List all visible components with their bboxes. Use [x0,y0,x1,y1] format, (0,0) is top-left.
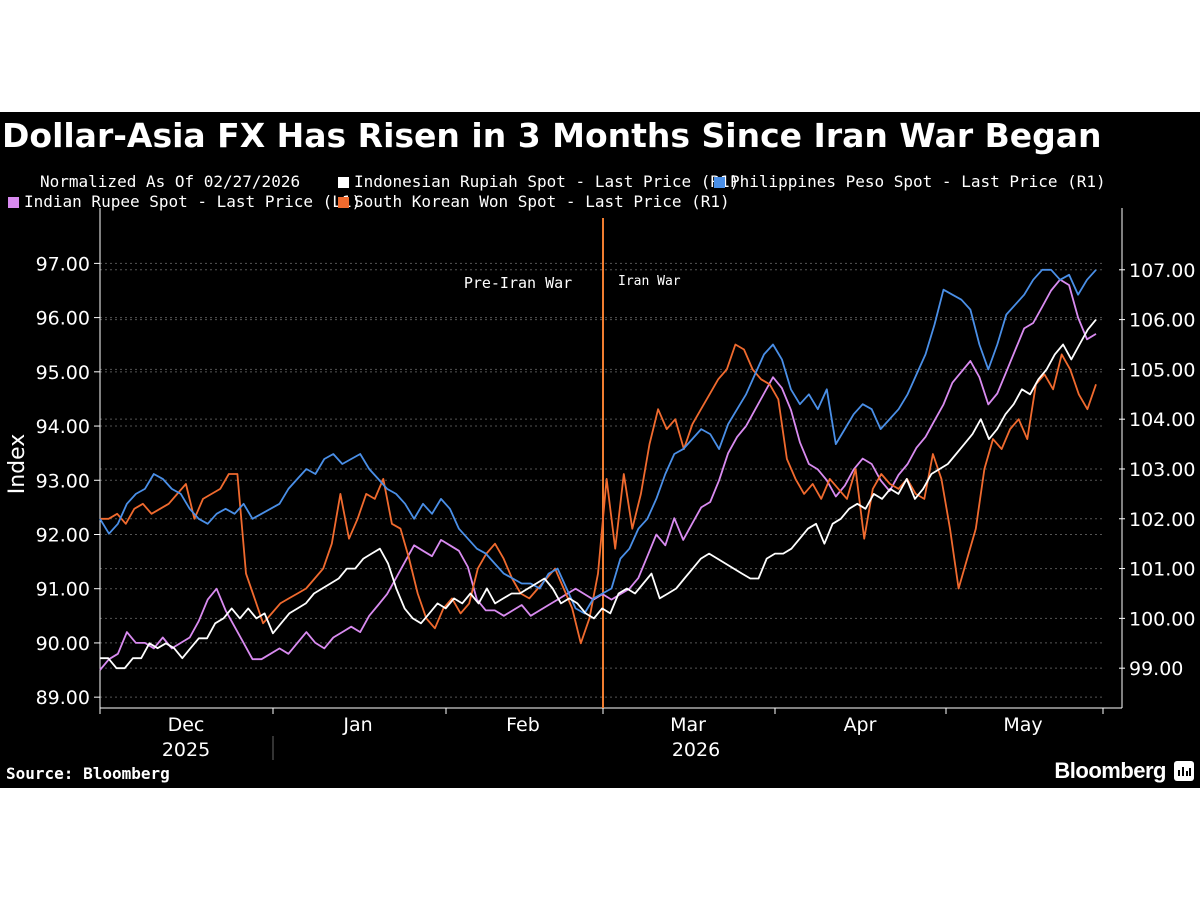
tick-label-left-3: 92.00 [36,524,90,546]
bloomberg-terminal-icon [1174,761,1194,781]
source-note: Source: Bloomberg [6,764,170,783]
tick-label-left-1: 90.00 [36,633,90,655]
legend-item-peso: Philippines Peso Spot - Last Price (R1) [714,172,1106,191]
tick-label-left-6: 95.00 [36,362,90,384]
legend-label-rupee: Indian Rupee Spot - Last Price (L1) [24,192,362,211]
x-tick-label-apr: Apr [844,714,877,736]
x-tick-label-feb: Feb [506,714,540,736]
tick-label-right-5: 104.00 [1129,409,1195,431]
tick-label-left-0: 89.00 [36,687,90,709]
x-tick-label-may: May [1003,714,1042,736]
legend-swatch-rupee [8,197,19,208]
chart-frame: Dollar-Asia FX Has Risen in 3 Months Sin… [0,112,1200,788]
line-chart: 89.00 90.00 91.00 92.00 93.00 94.00 95.00 96.00… [5,208,1195,761]
x-year-label-2025: 2025 [162,739,210,761]
series-line-philippines [99,268,1097,615]
tick-label-left-5: 94.00 [36,416,90,438]
series-line-indian [99,278,1097,671]
legend-item-won: South Korean Won Spot - Last Price (R1) [338,192,730,211]
series-line-indonesian [100,319,1097,670]
legend-swatch-peso [714,177,725,188]
tick-label-right-0: 99.00 [1129,658,1183,680]
tick-label-right-2: 101.00 [1129,559,1195,581]
legend-swatch-rupiah [338,177,349,188]
tick-label-right-4: 103.00 [1129,459,1195,481]
tick-label-left-2: 91.00 [36,579,90,601]
legend-label-rupiah: Indonesian Rupiah Spot - Last Price (R1) [354,172,740,191]
tick-label-right-6: 105.00 [1129,359,1195,381]
y-axis-label: Index [5,434,30,495]
tick-label-right-1: 100.00 [1129,608,1195,630]
series-line-south [100,343,1097,645]
legend-label-won: South Korean Won Spot - Last Price (R1) [354,192,730,211]
tick-label-right-3: 102.00 [1129,509,1195,531]
chart-title: Dollar-Asia FX Has Risen in 3 Months Sin… [2,116,1102,155]
annotation-pre-iran-war: Pre-Iran War [464,274,572,292]
bloomberg-logo: Bloomberg [1054,758,1166,783]
annotation-iran-war: Iran War [618,274,681,289]
x-tick-label-jan: Jan [342,714,372,736]
x-tick-label-mar: Mar [670,714,706,736]
tick-label-right-7: 106.00 [1129,310,1195,332]
x-year-label-2026: 2026 [672,739,720,761]
legend-item-rupee: Indian Rupee Spot - Last Price (L1) [8,192,361,211]
legend-subtitle-label: Normalized As Of 02/27/2026 [40,172,301,191]
x-tick-label-dec: Dec [168,714,205,736]
tick-label-left-4: 93.00 [36,470,90,492]
legend-label-peso: Philippines Peso Spot - Last Price (R1) [730,172,1106,191]
legend-item-rupiah: Indonesian Rupiah Spot - Last Price (R1) [338,172,739,191]
legend-swatch-won [338,197,349,208]
tick-label-left-8: 97.00 [36,253,90,275]
legend-subtitle: Normalized As Of 02/27/2026 [40,172,300,191]
tick-label-left-7: 96.00 [36,308,90,330]
tick-label-right-8: 107.00 [1129,260,1195,282]
